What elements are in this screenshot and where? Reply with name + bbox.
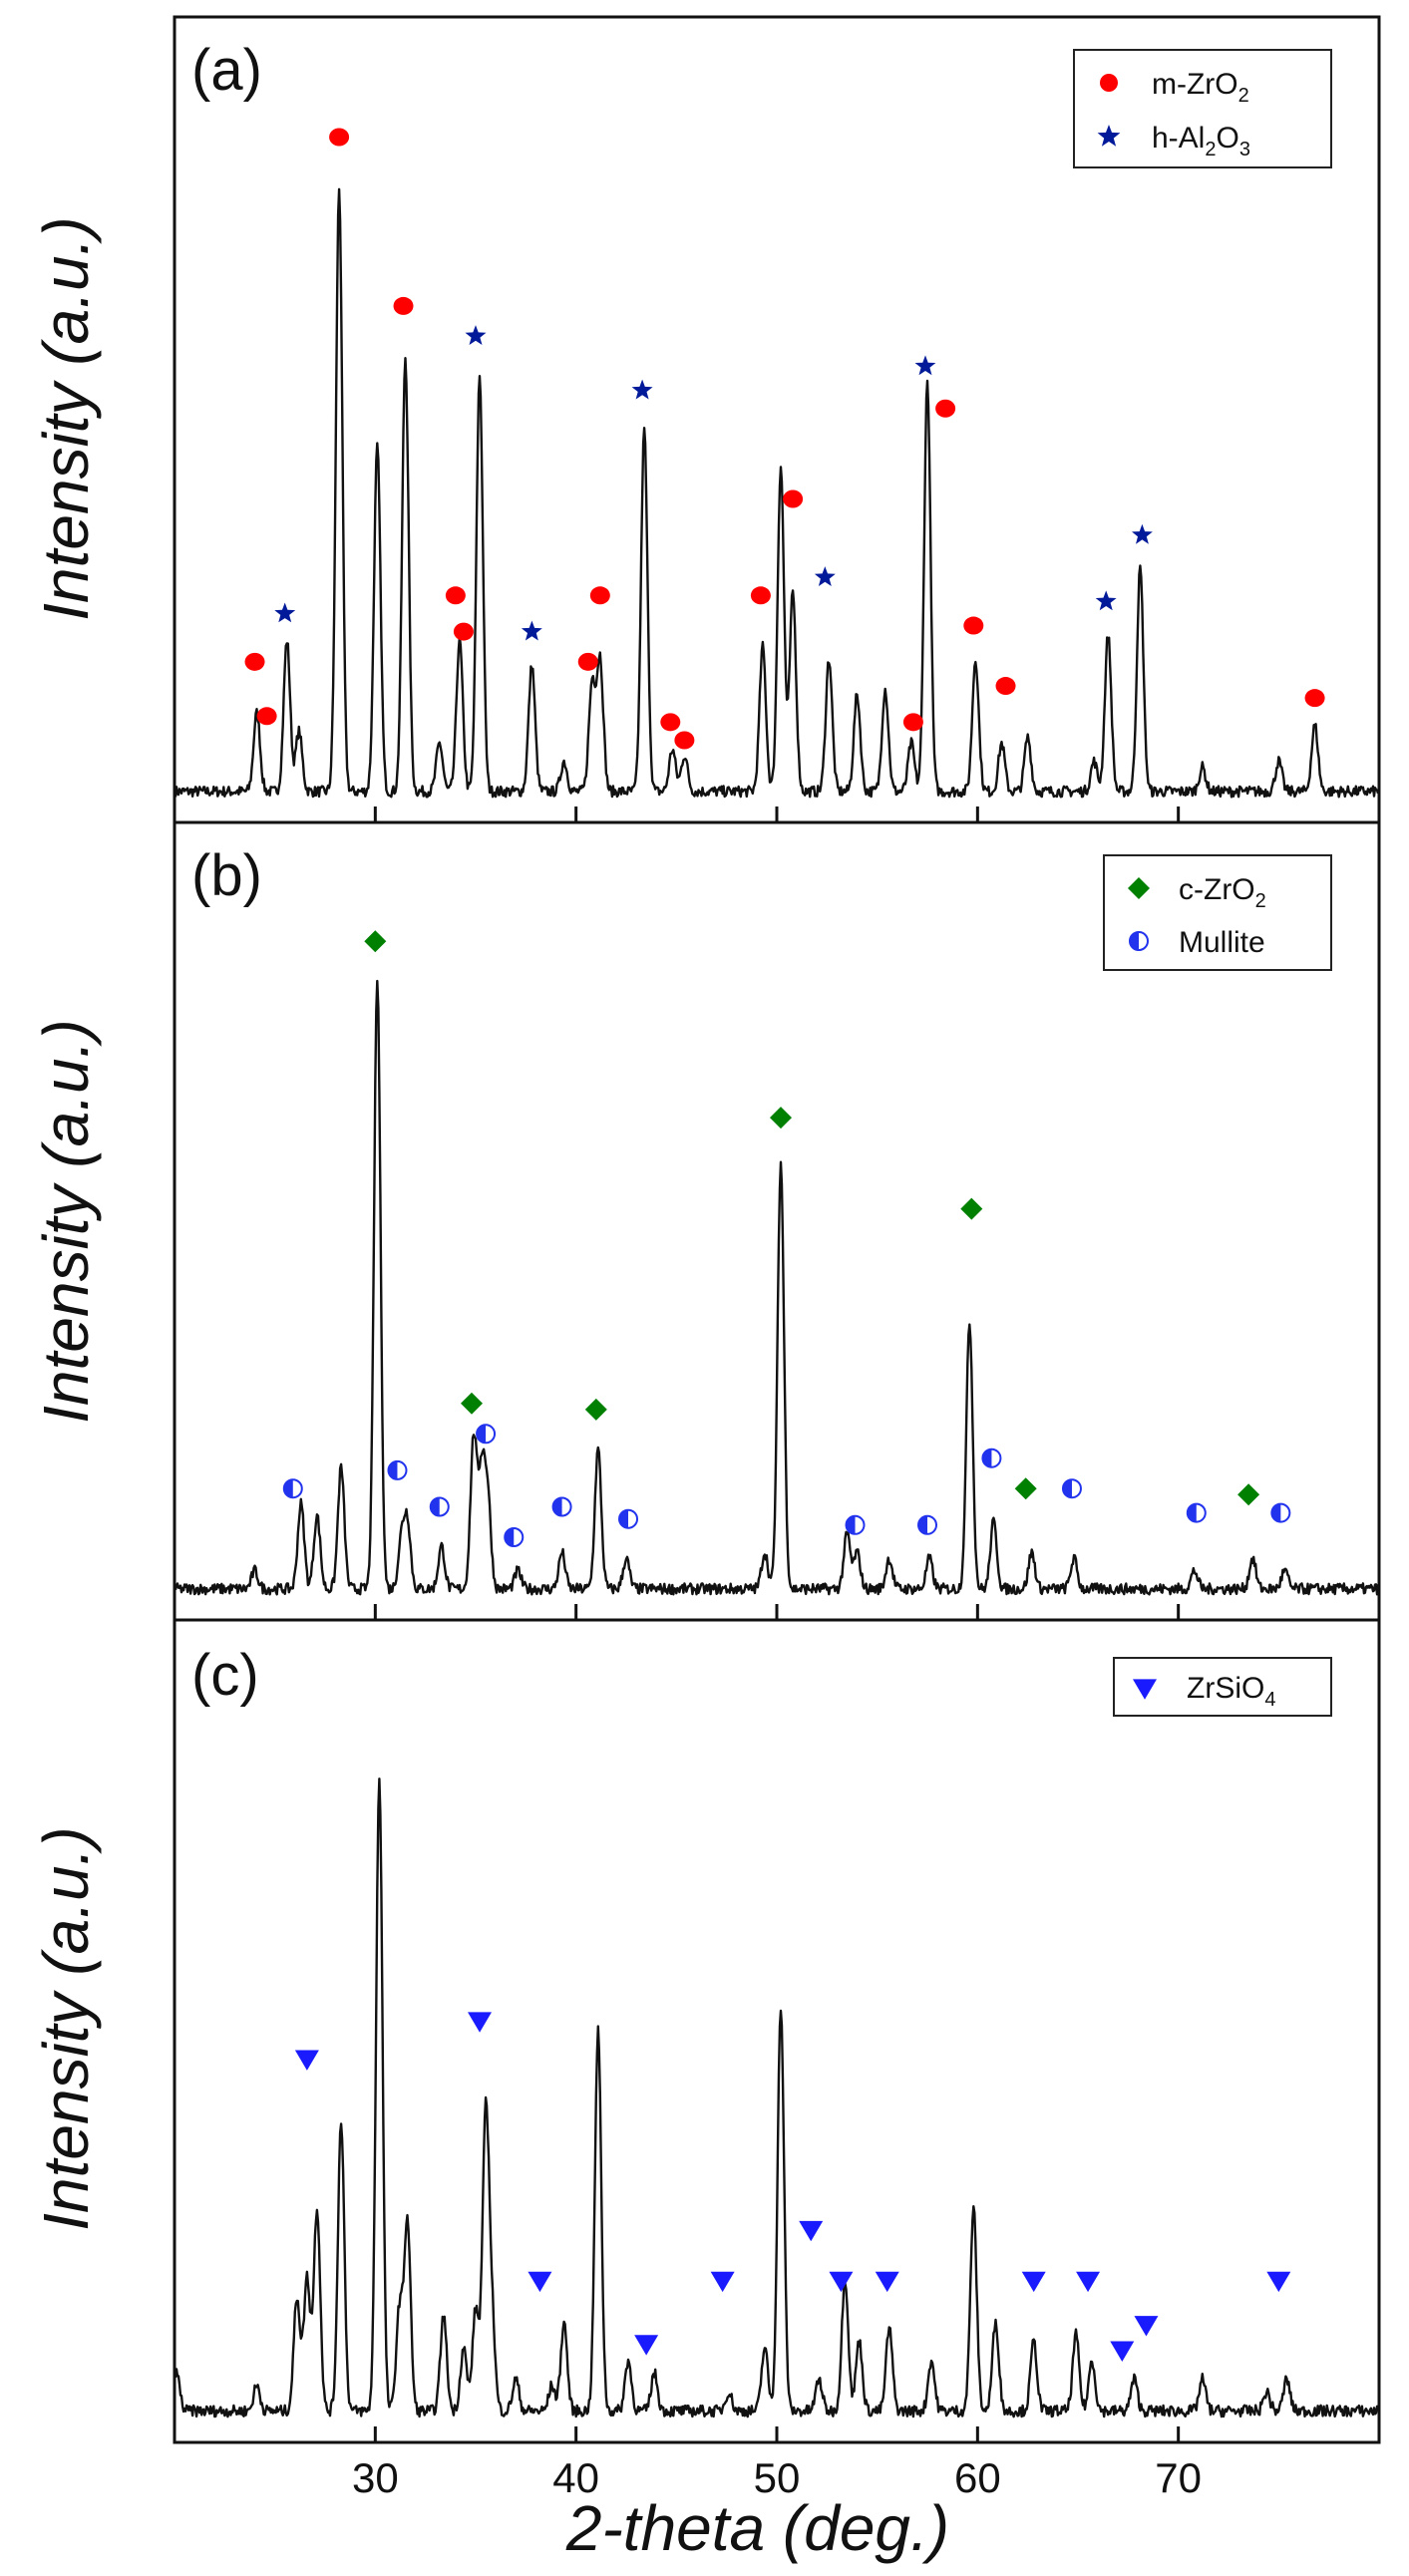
legend-c: ZrSiO4: [1113, 1657, 1332, 1717]
circle-marker: [445, 586, 466, 605]
halfcircle-marker: [917, 1514, 937, 1535]
legend-b-box: [1103, 854, 1332, 971]
diamond-marker: [770, 1107, 792, 1129]
star-marker: [465, 325, 487, 345]
xrd-pattern-c: [174, 1777, 1380, 2418]
star-marker: [631, 379, 653, 400]
x-tick-label: 50: [754, 2454, 801, 2501]
triangle-marker: [294, 2050, 319, 2071]
legend-b-diamond-marker: [1128, 877, 1150, 899]
legend-c-triangle-marker: [1133, 1679, 1157, 1700]
circle-marker: [674, 731, 695, 750]
legend-b-halfcircle-glyph: [1129, 931, 1149, 951]
legend-a: m-ZrO2 h-Al2O3: [1073, 49, 1332, 168]
halfcircle-marker: [1270, 1502, 1291, 1523]
circle-marker: [329, 128, 350, 147]
star-marker: [1132, 523, 1153, 544]
x-axis-label: 2-theta (deg.): [565, 2492, 949, 2564]
halfcircle-marker: [1186, 1502, 1207, 1523]
diamond-marker: [364, 930, 387, 953]
legend-c-label-1: ZrSiO4: [1187, 1672, 1275, 1711]
xrd-pattern-b: [174, 979, 1380, 1596]
halfcircle-marker: [845, 1514, 866, 1535]
diamond-marker: [584, 1398, 607, 1421]
circle-marker: [995, 677, 1016, 696]
triangle-marker: [829, 2271, 854, 2293]
legend-b-label-2: Mullite: [1179, 926, 1265, 959]
diamond-marker: [1237, 1483, 1260, 1506]
triangle-marker: [1021, 2271, 1046, 2293]
triangle-marker: [528, 2271, 552, 2293]
legend-a-box: [1073, 49, 1332, 168]
halfcircle-marker: [387, 1459, 408, 1480]
circle-marker: [963, 616, 984, 635]
halfcircle-marker: [1061, 1478, 1082, 1499]
xrd-pattern-a: [174, 187, 1380, 799]
circle-marker: [453, 622, 474, 641]
circle-marker: [589, 586, 610, 605]
halfcircle-marker: [282, 1478, 303, 1499]
circle-marker: [750, 586, 771, 605]
circle-marker: [577, 652, 598, 671]
legend-b-label-1: c-ZrO2: [1179, 873, 1266, 912]
legend-a-label-1: m-ZrO2: [1152, 68, 1249, 107]
panel-b-ylabel: Intensity (a.u.): [30, 1019, 102, 1424]
triangle-marker: [710, 2271, 735, 2293]
panel-a-ylabel: Intensity (a.u.): [30, 216, 102, 621]
triangle-marker: [1134, 2316, 1159, 2337]
halfcircle-marker: [981, 1448, 1002, 1468]
star-marker: [274, 602, 296, 623]
panel-c-label: (c): [191, 1643, 259, 1708]
diamond-marker: [461, 1392, 483, 1415]
x-tick-label: 30: [352, 2454, 399, 2501]
circle-marker: [393, 296, 414, 315]
circle-marker: [660, 713, 681, 732]
halfcircle-marker: [618, 1508, 639, 1529]
circle-marker: [256, 707, 277, 726]
x-tick-label: 60: [954, 2454, 1001, 2501]
triangle-marker: [1266, 2271, 1291, 2293]
legend-a-label-2: h-Al2O3: [1152, 122, 1250, 161]
halfcircle-marker: [429, 1496, 450, 1517]
legend-b-halfcircle-marker: [1129, 931, 1149, 951]
x-tick-label: 40: [552, 2454, 599, 2501]
diamond-marker: [1014, 1477, 1037, 1500]
panel-a-label: (a): [191, 38, 262, 103]
circle-marker: [244, 652, 265, 671]
x-tick-label: 70: [1155, 2454, 1202, 2501]
circle-marker: [935, 399, 956, 418]
legend-b: c-ZrO2 Mullite: [1103, 854, 1332, 971]
triangle-marker: [875, 2271, 899, 2293]
triangle-marker: [1076, 2271, 1101, 2293]
panel-c-ylabel: Intensity (a.u.): [30, 1826, 102, 2231]
star-marker: [521, 620, 542, 641]
triangle-marker: [634, 2335, 659, 2356]
halfcircle-marker: [476, 1424, 497, 1445]
triangle-marker: [799, 2220, 824, 2242]
star-marker: [1095, 590, 1117, 611]
triangle-marker: [468, 2012, 493, 2033]
circle-marker: [783, 489, 804, 508]
circle-marker: [902, 713, 923, 732]
star-marker: [914, 355, 936, 376]
halfcircle-marker: [504, 1527, 525, 1547]
circle-marker: [1304, 689, 1325, 708]
halfcircle-marker: [551, 1496, 572, 1517]
legend-a-circle-marker: [1100, 74, 1118, 92]
panel-b-label: (b): [191, 843, 262, 908]
legend-a-star-marker: [1097, 125, 1121, 147]
star-marker: [814, 566, 836, 586]
triangle-marker: [1110, 2341, 1135, 2362]
diamond-marker: [960, 1197, 983, 1220]
